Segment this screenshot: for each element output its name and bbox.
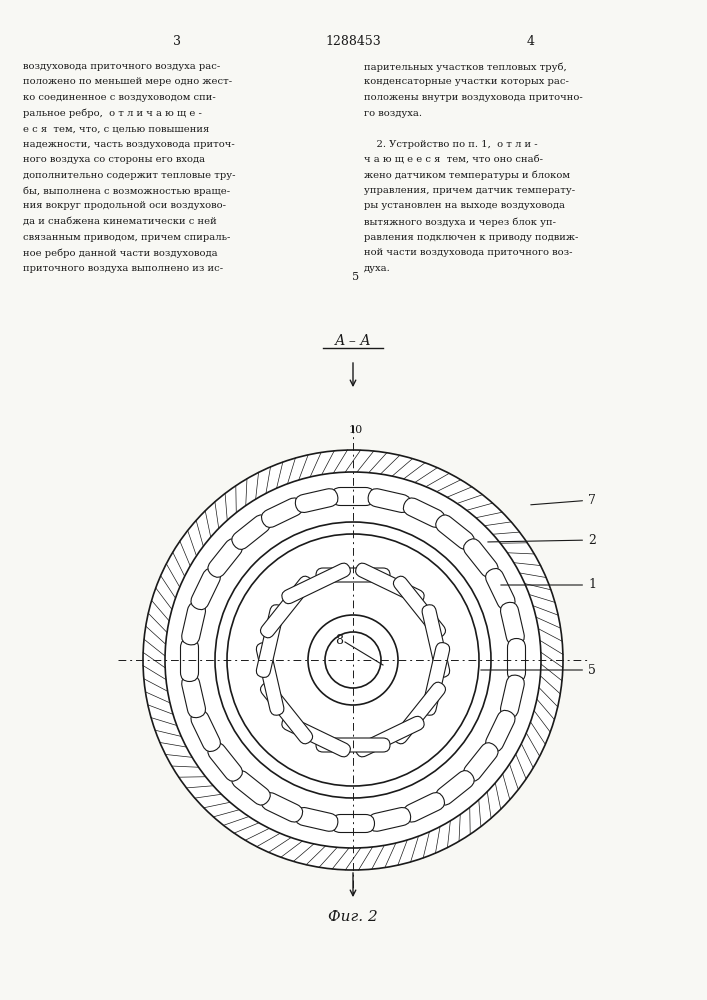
Text: ч а ю щ е е с я  тем, что оно снаб-: ч а ю щ е е с я тем, что оно снаб- [364,155,543,164]
Circle shape [227,534,479,786]
Text: 2: 2 [488,534,596,546]
FancyBboxPatch shape [501,675,525,718]
FancyBboxPatch shape [180,639,199,682]
Text: 7: 7 [531,493,596,506]
Text: равления подключен к приводу подвиж-: равления подключен к приводу подвиж- [364,232,578,241]
Text: управления, причем датчик температу-: управления, причем датчик температу- [364,186,575,195]
FancyBboxPatch shape [316,568,390,582]
FancyBboxPatch shape [232,771,270,805]
FancyBboxPatch shape [282,716,351,757]
Text: е с я  тем, что, с целью повышения: е с я тем, что, с целью повышения [23,124,209,133]
FancyBboxPatch shape [403,498,445,527]
FancyBboxPatch shape [262,793,303,822]
FancyBboxPatch shape [232,515,270,549]
Text: конденсаторные участки которых рас-: конденсаторные участки которых рас- [364,78,569,87]
Text: Фиг. 2: Фиг. 2 [328,910,378,924]
FancyBboxPatch shape [368,807,411,831]
FancyBboxPatch shape [508,639,525,682]
Text: 8: 8 [335,634,343,647]
Text: положено по меньшей мере одно жест-: положено по меньшей мере одно жест- [23,78,232,87]
FancyBboxPatch shape [356,716,424,757]
FancyBboxPatch shape [464,743,498,781]
FancyBboxPatch shape [436,771,474,805]
FancyBboxPatch shape [332,488,375,506]
Text: 3: 3 [173,35,181,48]
FancyBboxPatch shape [393,576,445,638]
FancyBboxPatch shape [486,710,515,752]
Text: положены внутри воздуховода приточно-: положены внутри воздуховода приточно- [364,93,583,102]
Text: го воздуха.: го воздуха. [364,108,422,117]
Circle shape [143,450,563,870]
Text: 5: 5 [352,272,359,282]
Text: духа.: духа. [364,264,391,273]
FancyBboxPatch shape [422,605,450,677]
FancyBboxPatch shape [422,643,450,715]
Text: 1: 1 [501,578,596,591]
Text: воздуховода приточного воздуха рас-: воздуховода приточного воздуха рас- [23,62,220,71]
Text: да и снабжена кинематически с ней: да и снабжена кинематически с ней [23,217,216,226]
FancyBboxPatch shape [464,539,498,577]
Text: бы, выполнена с возможностью враще-: бы, выполнена с возможностью враще- [23,186,230,196]
Text: ко соединенное с воздуховодом спи-: ко соединенное с воздуховодом спи- [23,93,216,102]
FancyBboxPatch shape [208,539,243,577]
Circle shape [165,472,541,848]
Circle shape [215,522,491,798]
FancyBboxPatch shape [260,576,312,638]
Text: приточного воздуха выполнено из ис-: приточного воздуха выполнено из ис- [23,264,223,273]
Text: 10: 10 [349,425,363,435]
FancyBboxPatch shape [368,489,411,513]
Text: 1288453: 1288453 [326,35,381,48]
FancyBboxPatch shape [393,682,445,744]
Text: дополнительно содержит тепловые тру-: дополнительно содержит тепловые тру- [23,171,235,180]
Text: 5: 5 [481,664,596,676]
FancyBboxPatch shape [316,738,390,752]
FancyBboxPatch shape [332,814,375,832]
Text: ного воздуха со стороны его входа: ного воздуха со стороны его входа [23,155,205,164]
Text: ной части воздуховода приточного воз-: ной части воздуховода приточного воз- [364,248,573,257]
Text: 2. Устройство по п. 1,  о т л и -: 2. Устройство по п. 1, о т л и - [364,140,538,149]
FancyBboxPatch shape [282,563,351,604]
FancyBboxPatch shape [296,489,338,513]
Circle shape [308,615,398,705]
FancyBboxPatch shape [191,568,221,610]
FancyBboxPatch shape [486,568,515,610]
FancyBboxPatch shape [257,643,284,715]
FancyBboxPatch shape [501,602,525,645]
Text: ния вокруг продольной оси воздухово-: ния вокруг продольной оси воздухово- [23,202,226,211]
FancyBboxPatch shape [403,793,445,822]
Text: вытяжного воздуха и через блок уп-: вытяжного воздуха и через блок уп- [364,217,556,227]
FancyBboxPatch shape [356,563,424,604]
Text: жено датчиком температуры и блоком: жено датчиком температуры и блоком [364,171,570,180]
FancyBboxPatch shape [191,710,221,752]
Text: ральное ребро,  о т л и ч а ю щ е -: ральное ребро, о т л и ч а ю щ е - [23,108,201,118]
Text: надежности, часть воздуховода приточ-: надежности, часть воздуховода приточ- [23,140,235,149]
FancyBboxPatch shape [296,807,338,831]
Text: А – А: А – А [334,334,371,348]
FancyBboxPatch shape [257,605,284,677]
Text: ное ребро данной части воздуховода: ное ребро данной части воздуховода [23,248,217,257]
Text: связанным приводом, причем спираль-: связанным приводом, причем спираль- [23,232,230,241]
Text: 4: 4 [526,35,534,48]
FancyBboxPatch shape [208,743,243,781]
FancyBboxPatch shape [436,515,474,549]
Circle shape [325,632,381,688]
FancyBboxPatch shape [260,682,312,744]
Text: ры установлен на выходе воздуховода: ры установлен на выходе воздуховода [364,202,565,211]
FancyBboxPatch shape [262,498,303,527]
FancyBboxPatch shape [182,675,206,718]
FancyBboxPatch shape [182,602,206,645]
Text: парительных участков тепловых труб,: парительных участков тепловых труб, [364,62,567,72]
